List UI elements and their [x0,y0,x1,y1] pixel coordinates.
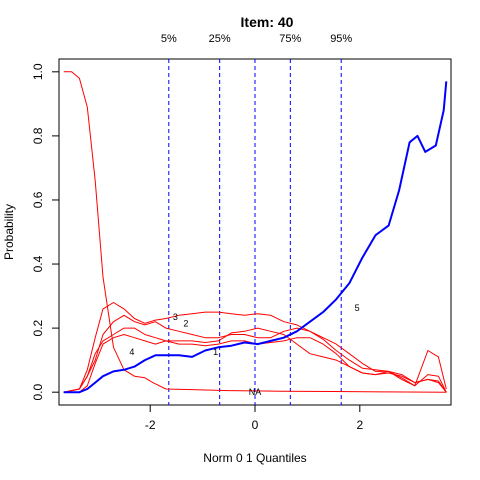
y-axis-label: Probability [2,204,16,260]
quantile-label: 75% [279,33,301,45]
y-tick-label: 0.6 [31,191,45,208]
quantile-lines [168,59,342,405]
chart-title: Item: 40 [241,14,294,30]
quantile-label: 95% [330,33,352,45]
series-label: NA [249,387,262,397]
y-tick-label: 0.4 [31,255,45,272]
series-line [63,327,447,393]
x-tick-label: 0 [252,418,259,432]
series-label: 2 [183,318,188,328]
series-line [63,302,447,393]
y-tick-label: 0.2 [31,319,45,336]
quantile-labels: 5% 25% 75% 95% [161,33,353,45]
y-tick-label: 0.0 [31,384,45,401]
series-line [63,314,447,393]
quantile-label: 25% [209,33,231,45]
y-tick-label: 0.8 [31,127,45,144]
series-lines [63,71,448,394]
series-label: 5 [355,303,360,313]
series-line [63,71,447,393]
x-tick-label: -2 [145,418,156,432]
x-axis: -2 0 2 [145,405,363,432]
x-tick-label: 2 [356,418,363,432]
y-axis: 0.0 0.2 0.4 0.6 0.8 1.0 [31,63,59,401]
series-line [63,81,448,394]
series-line [63,327,447,393]
quantile-label: 5% [161,33,177,45]
series-label: 4 [129,347,134,357]
series-label: 3 [173,312,178,322]
series-label: 1 [213,347,218,357]
x-axis-label: Norm 0 1 Quantiles [203,451,306,465]
y-tick-label: 1.0 [31,63,45,80]
